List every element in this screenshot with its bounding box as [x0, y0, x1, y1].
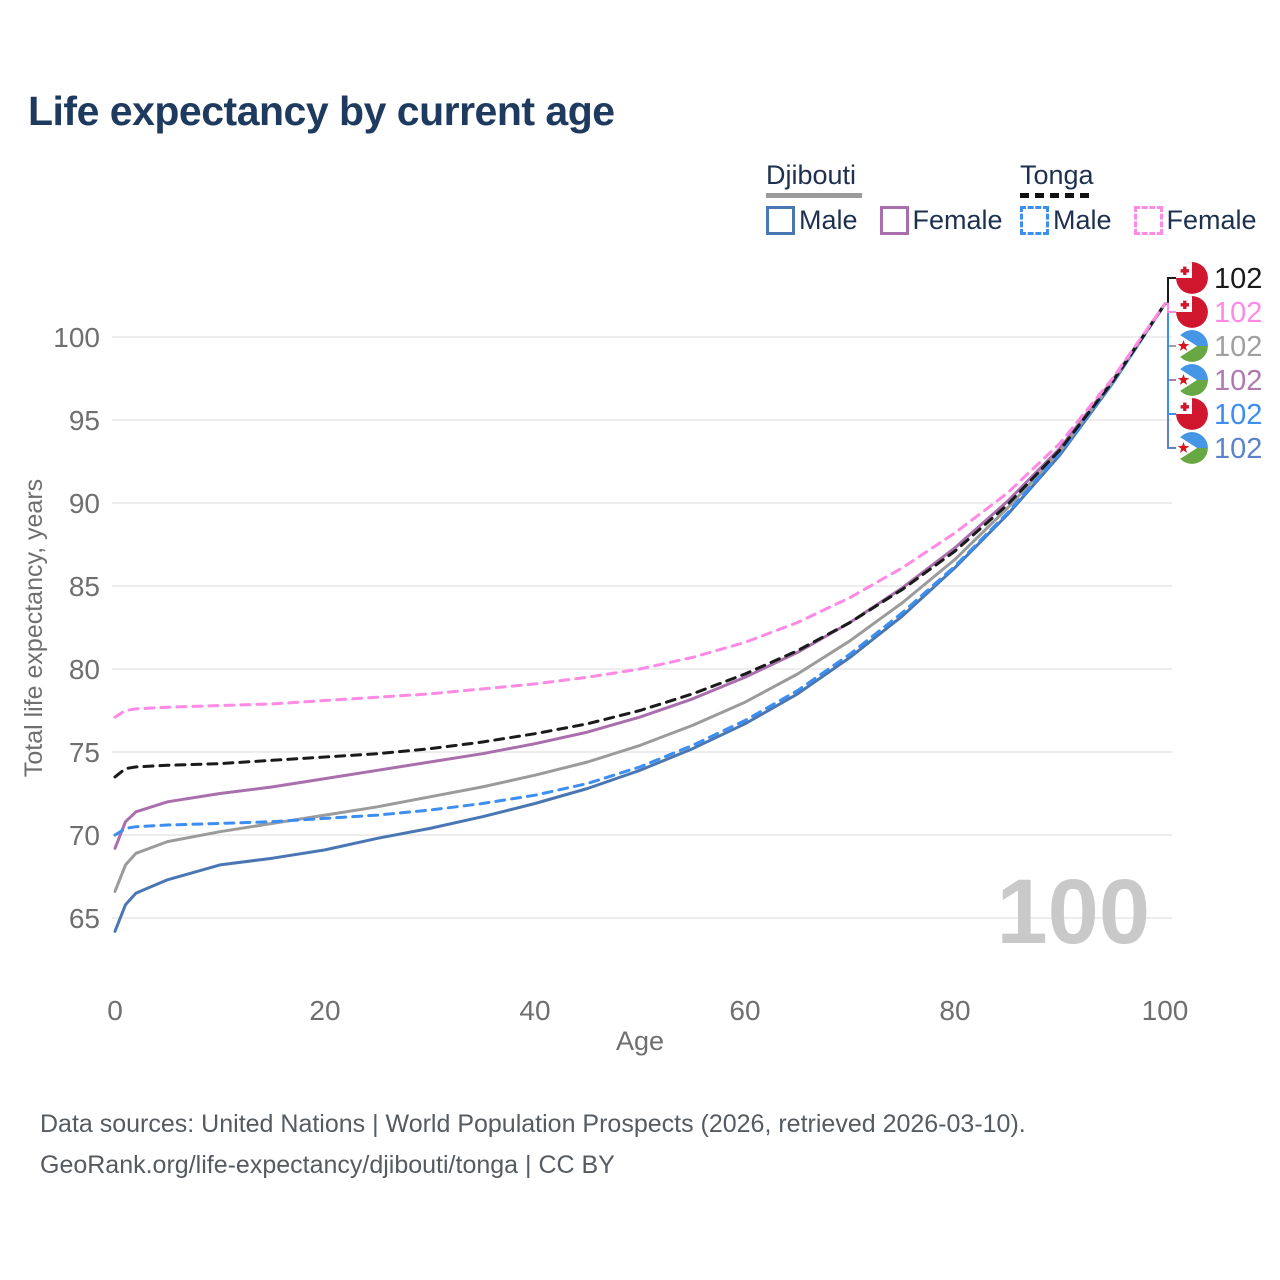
end-label-value-tonga-total: 102	[1214, 263, 1262, 295]
series-line-djibouti-female[interactable]	[113, 302, 1167, 850]
x-axis-title: Age	[616, 1026, 664, 1056]
y-tick-label-70: 70	[69, 820, 100, 851]
legend-underline-djibouti	[766, 193, 862, 198]
x-tick-label-60: 60	[729, 995, 760, 1026]
legend-group-tonga: Tonga Male Female	[1020, 160, 1279, 236]
x-tick-label-0: 0	[107, 995, 123, 1026]
y-tick-label-80: 80	[69, 654, 100, 685]
legend-swatch-djibouti-female[interactable]	[879, 206, 909, 235]
legend-underline-tonga	[1020, 193, 1092, 198]
series-line-tonga-male[interactable]	[113, 302, 1167, 837]
y-axis-title: Total life expectancy, years	[20, 479, 48, 777]
end-label-value-djibouti-total: 102	[1214, 331, 1262, 363]
age-counter-watermark: 100	[997, 861, 1151, 963]
y-tick-label-65: 65	[69, 903, 100, 934]
legend: Djibouti Male Female Tonga Male Female	[0, 160, 1280, 250]
end-label-value-djibouti-female: 102	[1214, 365, 1262, 397]
end-label-connector-tonga-total	[1165, 277, 1176, 305]
legend-country-djibouti[interactable]: Djibouti	[766, 160, 857, 190]
legend-group-djibouti: Djibouti Male Female	[766, 160, 1025, 236]
legend-label-tonga-female: Female	[1166, 205, 1257, 235]
legend-swatch-tonga-female[interactable]	[1133, 206, 1163, 235]
legend-label-djibouti-male: Male	[799, 205, 858, 235]
flag-icon-tonga	[1176, 296, 1208, 328]
flag-icon-tonga	[1176, 262, 1208, 294]
flag-icon-tonga	[1176, 398, 1208, 430]
legend-label-tonga-male: Male	[1053, 205, 1112, 235]
end-label-connector-tonga-female	[1165, 302, 1176, 313]
y-tick-label-75: 75	[69, 737, 100, 768]
x-tick-label-20: 20	[309, 995, 340, 1026]
end-label-connector-djibouti-male	[1165, 302, 1176, 449]
legend-swatch-tonga-male[interactable]	[1020, 206, 1049, 235]
end-label-connector-djibouti-female	[1165, 302, 1176, 381]
flag-icon-djibouti	[1176, 330, 1208, 362]
flag-icon-djibouti	[1176, 364, 1208, 396]
end-label-connector-tonga-male	[1165, 302, 1176, 415]
series-line-djibouti-total[interactable]	[113, 302, 1167, 893]
series-line-tonga-female[interactable]	[113, 302, 1167, 719]
legend-swatch-djibouti-male[interactable]	[766, 206, 795, 235]
x-tick-label-100: 100	[1142, 995, 1189, 1026]
footer-attribution: GeoRank.org/life-expectancy/djibouti/ton…	[40, 1151, 615, 1179]
end-label-connector-djibouti-total	[1165, 302, 1176, 347]
legend-label-djibouti-female: Female	[912, 205, 1003, 235]
footer: Data sources: United Nations | World Pop…	[40, 1104, 1026, 1186]
y-tick-label-95: 95	[69, 405, 100, 436]
y-tick-label-90: 90	[69, 488, 100, 519]
flag-icon-djibouti	[1176, 432, 1208, 464]
legend-country-tonga[interactable]: Tonga	[1020, 160, 1094, 190]
series-line-djibouti-male[interactable]	[113, 302, 1167, 933]
end-label-value-tonga-male: 102	[1214, 399, 1262, 431]
x-tick-label-80: 80	[939, 995, 970, 1026]
end-label-value-tonga-female: 102	[1214, 297, 1262, 329]
footer-data-sources: Data sources: United Nations | World Pop…	[40, 1110, 1026, 1138]
end-label-value-djibouti-male: 102	[1214, 433, 1262, 465]
series-line-tonga-total[interactable]	[113, 302, 1167, 779]
x-tick-label-40: 40	[519, 995, 550, 1026]
y-tick-label-85: 85	[69, 571, 100, 602]
y-tick-label-100: 100	[53, 322, 100, 353]
chart-title: Life expectancy by current age	[28, 88, 615, 134]
